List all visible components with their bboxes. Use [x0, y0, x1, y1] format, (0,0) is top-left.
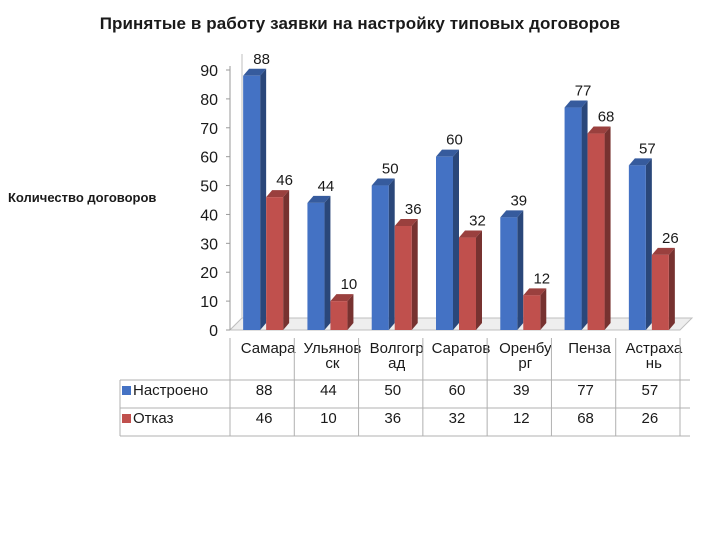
bar	[564, 107, 582, 330]
bar	[394, 226, 412, 330]
table-cell: 32	[449, 410, 466, 427]
y-tick-label: 90	[200, 63, 218, 80]
bar-top	[330, 294, 354, 302]
y-tick-label: 60	[200, 150, 218, 167]
bar-top	[436, 149, 459, 157]
bar-side	[324, 195, 331, 330]
table-cell: 12	[513, 410, 530, 427]
bar-top	[243, 68, 267, 76]
x-tick-label: нь	[646, 355, 662, 372]
table-cell: 60	[449, 382, 466, 399]
bar	[266, 197, 284, 330]
bar-top	[523, 288, 547, 296]
data-label: 26	[662, 230, 679, 247]
table-cell: 36	[384, 410, 401, 427]
x-tick-label: Саратов	[432, 340, 491, 357]
table-cell: 39	[513, 382, 530, 399]
bar-top	[394, 219, 418, 226]
bar-top	[459, 230, 482, 238]
y-tick-label: 80	[200, 92, 218, 109]
bar-side	[260, 68, 267, 331]
bar	[436, 156, 453, 330]
bar-top	[587, 126, 611, 134]
table-cell: 10	[320, 410, 337, 427]
data-label: 88	[253, 51, 270, 68]
table-cell: 44	[320, 382, 337, 399]
bar-top	[500, 210, 524, 218]
table-cell: 26	[642, 410, 659, 427]
bar-side	[645, 158, 652, 330]
bar	[628, 165, 646, 330]
bar	[500, 217, 518, 330]
x-tick-label: Пенза	[568, 340, 611, 357]
x-tick-label: Волгогр	[370, 340, 424, 357]
bar-side	[540, 288, 547, 330]
bar-side	[347, 294, 354, 330]
x-tick-label: Ульянов	[304, 340, 362, 357]
table-cell: 46	[256, 410, 273, 427]
x-tick-label: Оренбу	[499, 340, 552, 357]
x-tick-label: ск	[325, 355, 340, 372]
y-tick-label: 50	[200, 179, 218, 196]
bar-side	[388, 178, 395, 330]
bar	[587, 133, 605, 330]
bar-side	[283, 190, 290, 330]
y-tick-label: 40	[200, 207, 218, 224]
chart-back-wall	[229, 54, 243, 331]
data-label: 32	[469, 213, 486, 230]
table-cell: 88	[256, 382, 273, 399]
data-label: 36	[405, 201, 422, 218]
bar-top	[651, 247, 675, 255]
data-label: 77	[575, 83, 592, 100]
bar-side	[476, 230, 482, 330]
bar	[371, 185, 389, 330]
bar	[243, 75, 261, 331]
bar-side	[581, 100, 588, 330]
x-tick-label: Самара	[241, 340, 296, 357]
bar-side	[604, 126, 611, 330]
bar-top	[307, 195, 331, 203]
y-tick-label: 0	[209, 323, 218, 340]
data-label: 10	[341, 276, 358, 293]
y-axis-label: Количество договоров	[8, 190, 157, 205]
data-label: 12	[533, 270, 550, 287]
bar	[523, 295, 541, 330]
bar-top	[266, 190, 290, 198]
legend-label: Настроено	[133, 382, 208, 399]
data-label: 50	[382, 161, 399, 178]
data-label: 46	[276, 172, 293, 189]
y-tick-label: 20	[200, 265, 218, 282]
legend-swatch	[122, 414, 131, 423]
bar-side	[411, 219, 418, 330]
bar-top	[371, 178, 395, 186]
table-cell: 77	[577, 382, 594, 399]
x-tick-label: Астраха	[625, 340, 682, 357]
table-cell: 57	[642, 382, 659, 399]
data-label: 44	[318, 178, 335, 195]
data-label: 57	[639, 140, 656, 157]
bar-side	[517, 210, 524, 330]
chart-title: Принятые в работу заявки на настройку ти…	[99, 14, 621, 33]
y-tick-label: 70	[200, 121, 218, 138]
bar	[307, 202, 325, 330]
legend-swatch	[122, 386, 131, 395]
legend-label: Отказ	[133, 410, 174, 427]
data-label: 39	[510, 192, 527, 209]
bar-top	[628, 158, 652, 166]
bar	[459, 237, 476, 330]
bar	[330, 301, 348, 330]
bar	[651, 254, 669, 330]
data-label: 68	[598, 109, 615, 126]
y-tick-label: 30	[200, 236, 218, 253]
table-cell: 50	[384, 382, 401, 399]
y-tick-label: 10	[200, 294, 218, 311]
bar-side	[668, 247, 675, 330]
x-tick-label: ад	[388, 355, 405, 372]
table-cell: 68	[577, 410, 594, 427]
bar-top	[564, 100, 588, 108]
bar-side	[453, 149, 459, 330]
data-label: 60	[446, 132, 463, 149]
x-tick-label: рг	[518, 355, 532, 372]
